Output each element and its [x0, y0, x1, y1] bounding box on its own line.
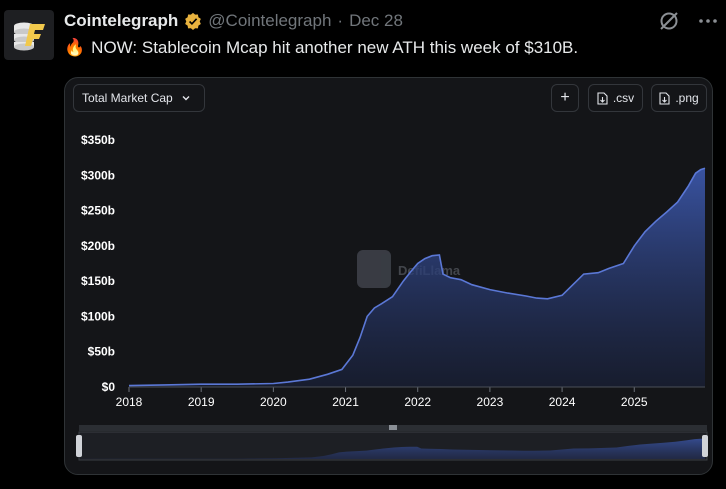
verified-badge-icon [185, 12, 202, 30]
scrubber-right-handle[interactable] [702, 435, 708, 457]
stablecoin-mcap-chart: DefiLlama $0$50b$100b$150b$200b$250b$300… [76, 133, 708, 461]
y-tick-label: $250b [81, 204, 115, 218]
file-download-icon [659, 91, 670, 105]
defillama-logo-icon [357, 250, 391, 288]
x-tick-label: 2019 [188, 395, 215, 409]
download-csv-button[interactable]: .csv [588, 84, 643, 112]
separator-dot: · [337, 11, 344, 30]
tweet-text-body: NOW: Stablecoin Mcap hit another new ATH… [91, 38, 579, 57]
download-png-button[interactable]: .png [651, 84, 707, 112]
author-name[interactable]: Cointelegraph [64, 11, 179, 30]
series-line [128, 167, 706, 387]
more-options-icon[interactable] [696, 12, 720, 30]
png-label: .png [675, 91, 699, 105]
fire-emoji-icon: 🔥 [64, 38, 86, 57]
series-area [129, 168, 705, 387]
metric-select-button[interactable]: Total Market Cap [73, 84, 205, 112]
cointelegraph-logo-icon [14, 22, 45, 51]
add-button[interactable]: + [551, 84, 579, 112]
x-tick-label: 2020 [260, 395, 287, 409]
range-scrubber[interactable] [76, 425, 708, 461]
y-tick-label: $200b [81, 239, 115, 253]
scrubber-mini-area [81, 438, 705, 459]
chart-card[interactable]: Total Market Cap + .csv .png [64, 77, 713, 475]
tweet-date[interactable]: Dec 28 [349, 11, 403, 30]
y-axis: $0 $50b $100b $150b $200b $250b $300b $350b [81, 133, 115, 394]
x-axis: 2018 2019 2020 2021 2022 2023 2024 2025 [116, 387, 648, 409]
csv-label: .csv [612, 91, 635, 105]
x-tick-label: 2018 [116, 395, 143, 409]
x-tick-label: 2022 [404, 395, 431, 409]
tweet-header: Cointelegraph @Cointelegraph · Dec 28 [64, 10, 403, 32]
file-download-icon [597, 91, 608, 105]
y-tick-label: $150b [81, 274, 115, 288]
tweet-text: 🔥 NOW: Stablecoin Mcap hit another new A… [64, 38, 578, 58]
x-tick-label: 2023 [477, 395, 504, 409]
x-tick-label: 2021 [332, 395, 359, 409]
avatar[interactable] [4, 10, 54, 60]
author-handle[interactable]: @Cointelegraph [208, 11, 332, 30]
scrubber-left-handle[interactable] [76, 435, 82, 457]
y-tick-label: $0 [102, 380, 116, 394]
y-tick-label: $50b [88, 345, 115, 359]
metric-select-label: Total Market Cap [82, 91, 173, 105]
scrubber-grip-icon[interactable] [389, 425, 397, 430]
y-tick-label: $100b [81, 309, 115, 323]
chevron-down-icon [182, 96, 190, 101]
x-tick-label: 2024 [549, 395, 576, 409]
add-label: + [560, 89, 570, 106]
x-tick-label: 2025 [621, 395, 648, 409]
grok-icon[interactable] [658, 10, 680, 32]
y-tick-label: $350b [81, 133, 115, 147]
y-tick-label: $300b [81, 168, 115, 182]
